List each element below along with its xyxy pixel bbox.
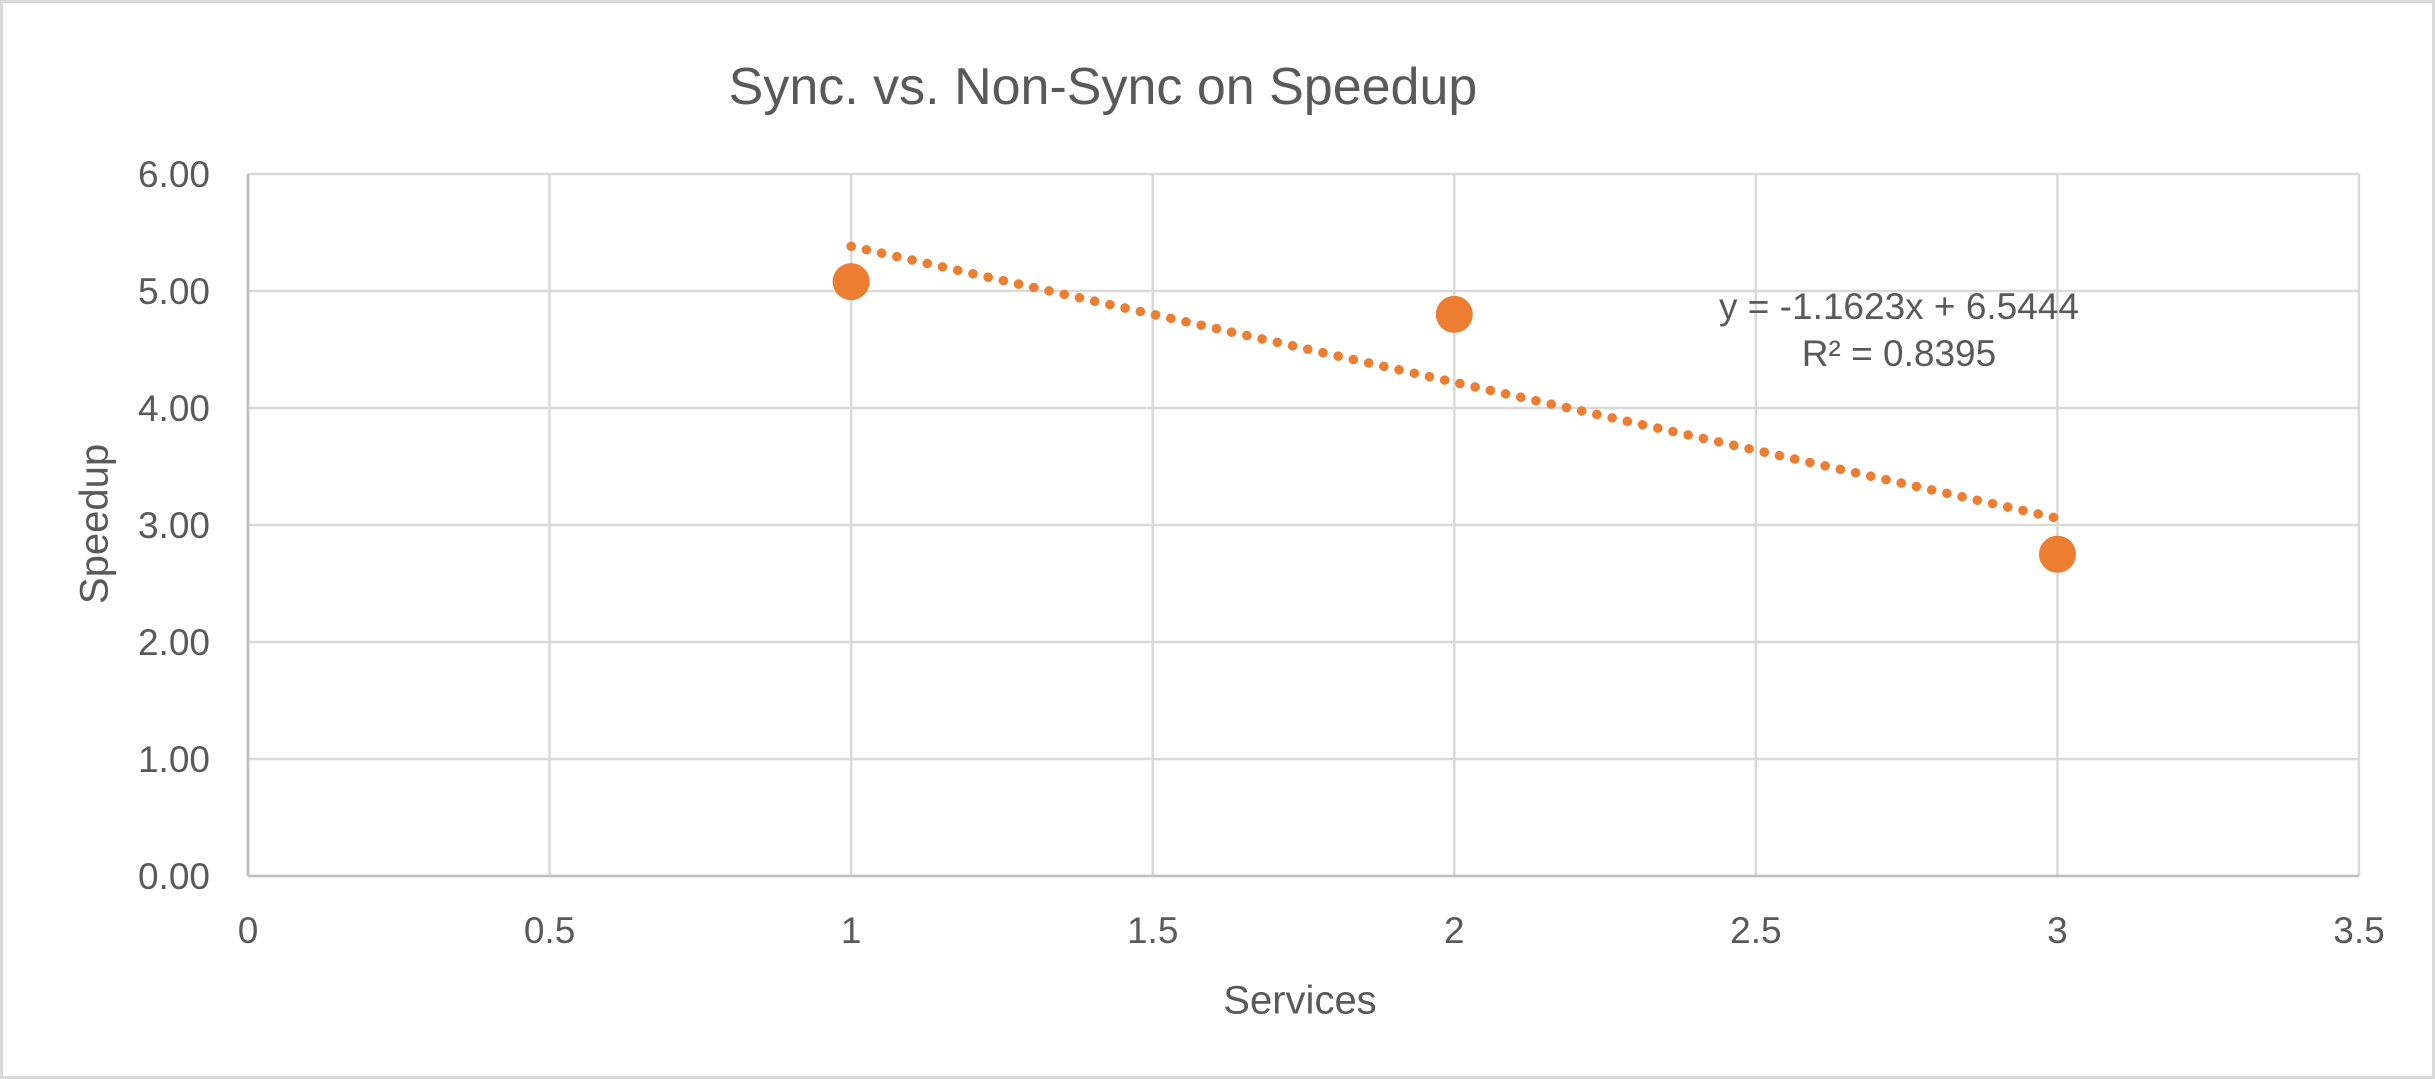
y-tick-label: 4.00: [138, 388, 210, 429]
y-tick-label: 6.00: [138, 154, 210, 195]
trendline: [846, 241, 2063, 524]
y-tick-label: 5.00: [138, 271, 210, 312]
y-tick-label: 2.00: [138, 622, 210, 663]
data-point: [2038, 535, 2076, 573]
trendline-r-squared: R² = 0.8395: [1801, 333, 1997, 374]
x-tick-label: 2: [1444, 910, 1465, 951]
data-point: [1435, 295, 1473, 333]
x-tick-label: 0.5: [524, 910, 575, 951]
y-axis-title: Speedup: [72, 443, 117, 605]
trendline-annotation: y = -1.1623x + 6.5444 R² = 0.8395: [1719, 283, 2079, 377]
trendline-equation: y = -1.1623x + 6.5444: [1719, 286, 2079, 327]
x-tick-label: 3.5: [2333, 910, 2384, 951]
x-axis-title: Services: [1223, 978, 1377, 1023]
x-tick-label: 2.5: [1730, 910, 1781, 951]
data-point: [832, 263, 870, 301]
x-tick-label: 1: [841, 910, 862, 951]
x-tick-label: 0: [238, 910, 259, 951]
plot-area: 0 0.5 1 1.5 2 2.5 3 3.5 0.00 1.00 2.00 3.00 4.00 5.00…: [138, 154, 2385, 951]
x-tick-label: 3: [2047, 910, 2068, 951]
y-tick-label: 1.00: [138, 739, 210, 780]
y-tick-label: 0.00: [138, 856, 210, 897]
chart-title: Sync. vs. Non-Sync on Speedup: [728, 58, 1478, 116]
x-tick-label: 1.5: [1127, 910, 1178, 951]
y-tick-label: 3.00: [138, 505, 210, 546]
